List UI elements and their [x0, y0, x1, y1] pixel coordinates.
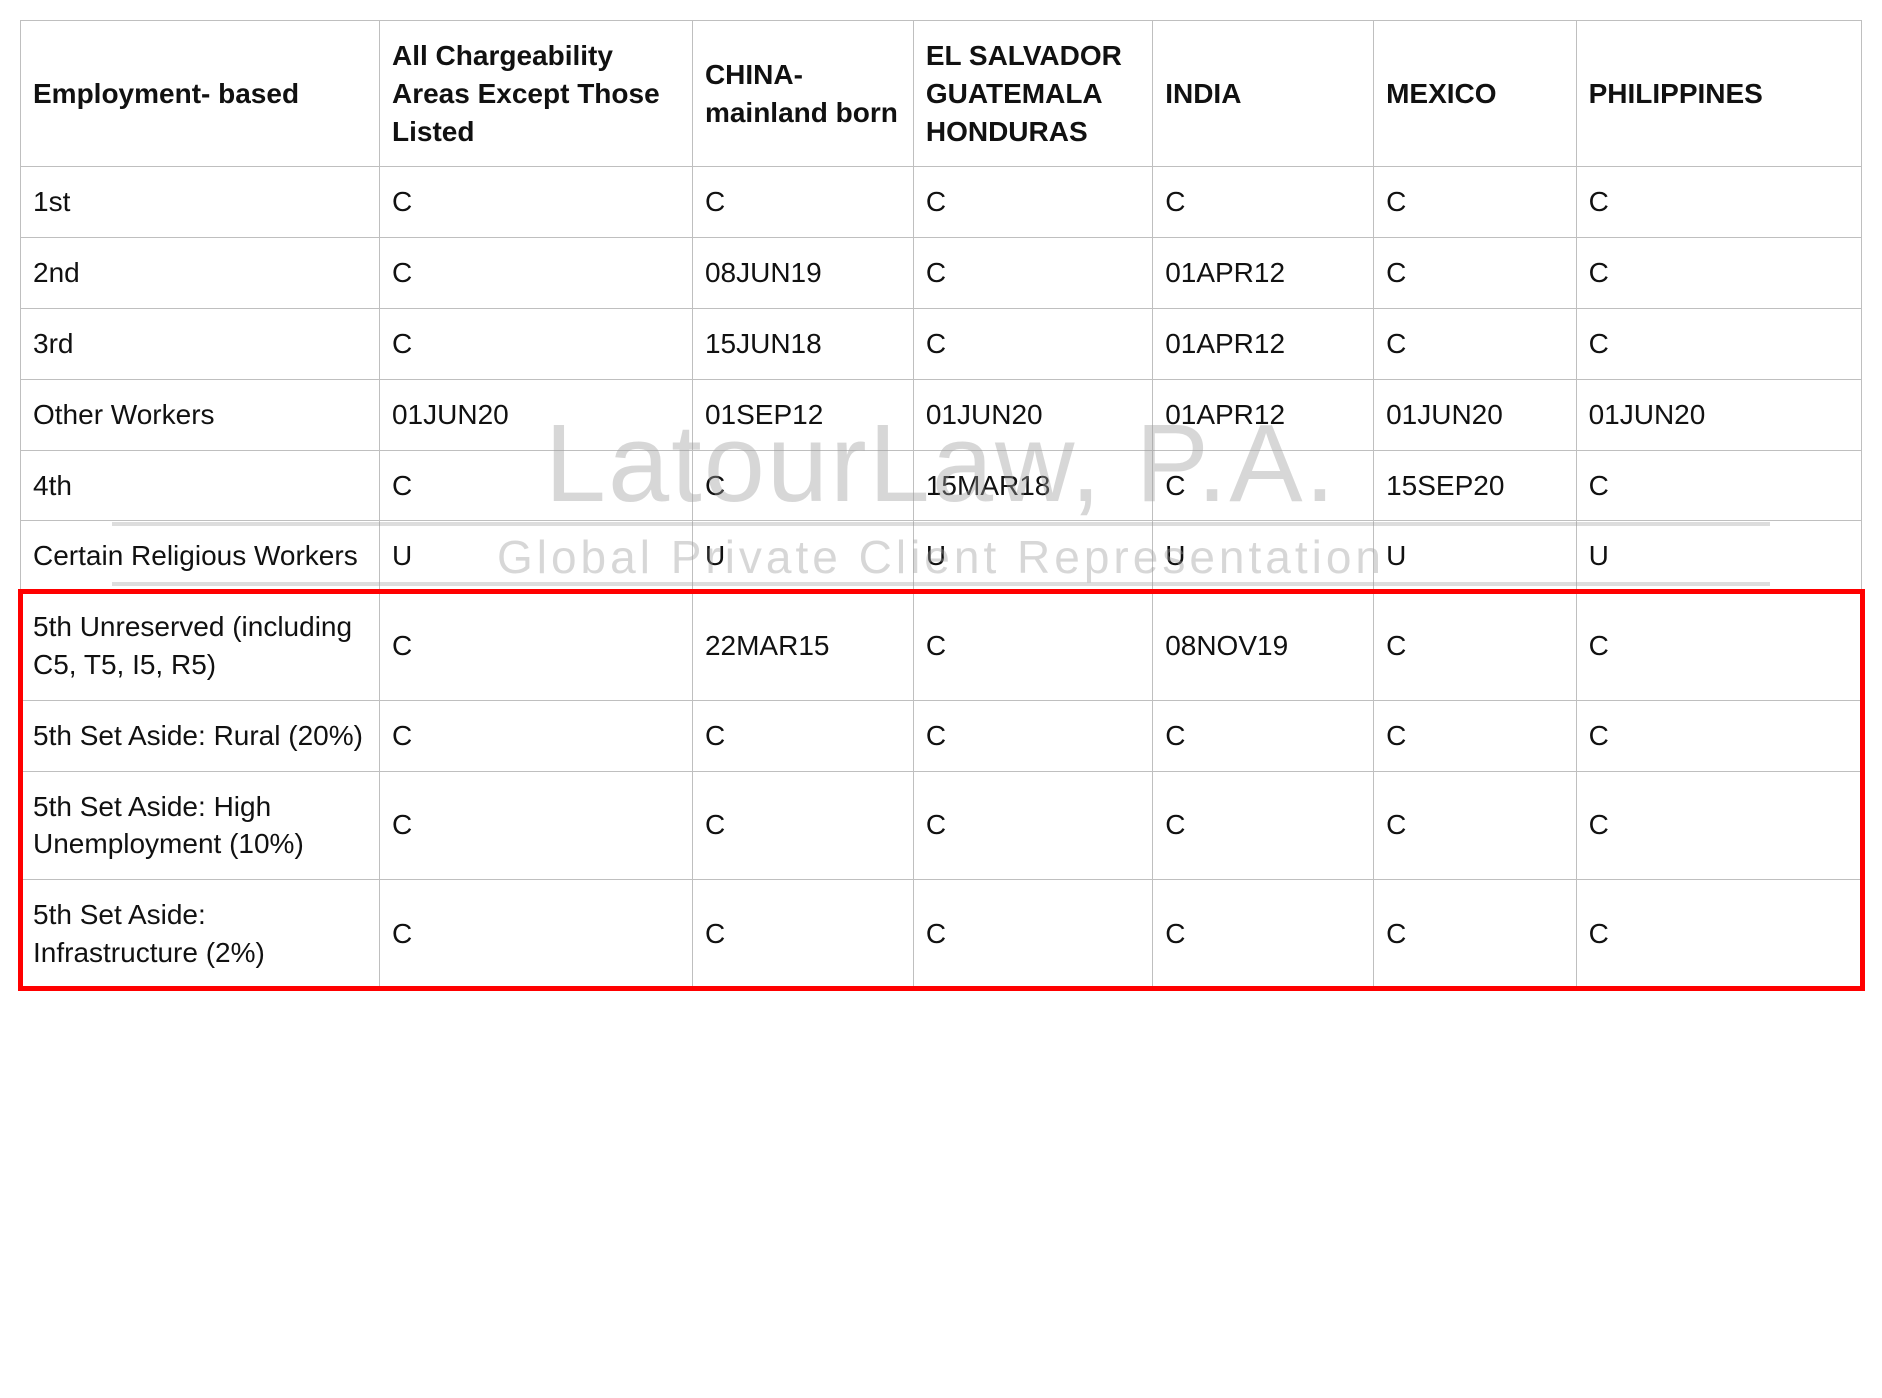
cell: 01JUN20 [913, 379, 1152, 450]
cell: U [1374, 521, 1577, 592]
cell: U [913, 521, 1152, 592]
cell: 15MAR18 [913, 450, 1152, 521]
visa-bulletin-table-wrap: Employment- based All Chargeability Area… [20, 20, 1862, 989]
cell: 08JUN19 [692, 238, 913, 309]
cell: C [1153, 450, 1374, 521]
row-label: Other Workers [21, 379, 380, 450]
col-header-mexico: MEXICO [1374, 21, 1577, 167]
cell: 15SEP20 [1374, 450, 1577, 521]
cell: C [1576, 167, 1861, 238]
cell: C [692, 450, 913, 521]
cell: C [379, 771, 692, 880]
table-row: 5th Unreserved (including C5, T5, I5, R5… [21, 592, 1862, 701]
col-header-philippines: PHILIPPINES [1576, 21, 1861, 167]
cell: 01APR12 [1153, 308, 1374, 379]
cell: C [913, 700, 1152, 771]
cell: C [692, 880, 913, 989]
cell: C [692, 700, 913, 771]
cell: 08NOV19 [1153, 592, 1374, 701]
cell: C [1374, 771, 1577, 880]
table-row: 3rdC15JUN18C01APR12CC [21, 308, 1862, 379]
cell: C [692, 167, 913, 238]
cell: C [1374, 308, 1577, 379]
cell: 22MAR15 [692, 592, 913, 701]
row-label: 2nd [21, 238, 380, 309]
table-row: Certain Religious WorkersUUUUUU [21, 521, 1862, 592]
row-label: Certain Religious Workers [21, 521, 380, 592]
cell: C [913, 771, 1152, 880]
cell: C [1576, 450, 1861, 521]
visa-bulletin-table: Employment- based All Chargeability Area… [20, 20, 1862, 989]
col-header-india: INDIA [1153, 21, 1374, 167]
row-label: 5th Set Aside: Infrastructure (2%) [21, 880, 380, 989]
col-header-category: Employment- based [21, 21, 380, 167]
cell: C [1374, 700, 1577, 771]
cell: 15JUN18 [692, 308, 913, 379]
cell: C [692, 771, 913, 880]
cell: C [1374, 880, 1577, 989]
cell: C [1374, 238, 1577, 309]
cell: C [1153, 700, 1374, 771]
cell: C [913, 167, 1152, 238]
cell: C [1153, 167, 1374, 238]
table-row: 5th Set Aside: High Unemployment (10%)CC… [21, 771, 1862, 880]
table-body: 1stCCCCCC2ndC08JUN19C01APR12CC3rdC15JUN1… [21, 167, 1862, 988]
col-header-china: CHINA-mainland born [692, 21, 913, 167]
cell: C [1576, 308, 1861, 379]
cell: C [1576, 592, 1861, 701]
row-label: 5th Set Aside: Rural (20%) [21, 700, 380, 771]
col-header-all-areas: All Chargeability Areas Except Those Lis… [379, 21, 692, 167]
row-label: 5th Unreserved (including C5, T5, I5, R5… [21, 592, 380, 701]
cell: 01JUN20 [379, 379, 692, 450]
cell: U [692, 521, 913, 592]
cell: C [1576, 700, 1861, 771]
cell: C [379, 238, 692, 309]
table-row: 5th Set Aside: Rural (20%)CCCCCC [21, 700, 1862, 771]
cell: U [1576, 521, 1861, 592]
cell: C [1153, 771, 1374, 880]
cell: C [1374, 167, 1577, 238]
row-label: 4th [21, 450, 380, 521]
row-label: 3rd [21, 308, 380, 379]
cell: C [1374, 592, 1577, 701]
cell: C [1153, 880, 1374, 989]
cell: 01APR12 [1153, 379, 1374, 450]
cell: U [379, 521, 692, 592]
cell: C [913, 880, 1152, 989]
cell: C [379, 450, 692, 521]
cell: 01JUN20 [1374, 379, 1577, 450]
cell: C [379, 592, 692, 701]
table-row: 1stCCCCCC [21, 167, 1862, 238]
row-label: 5th Set Aside: High Unemployment (10%) [21, 771, 380, 880]
table-row: 5th Set Aside: Infrastructure (2%)CCCCCC [21, 880, 1862, 989]
table-header-row: Employment- based All Chargeability Area… [21, 21, 1862, 167]
table-row: Other Workers01JUN2001SEP1201JUN2001APR1… [21, 379, 1862, 450]
cell: C [379, 308, 692, 379]
cell: 01SEP12 [692, 379, 913, 450]
cell: C [1576, 880, 1861, 989]
cell: C [913, 592, 1152, 701]
table-row: 4thCC15MAR18C15SEP20C [21, 450, 1862, 521]
cell: U [1153, 521, 1374, 592]
cell: C [913, 238, 1152, 309]
cell: 01JUN20 [1576, 379, 1861, 450]
cell: 01APR12 [1153, 238, 1374, 309]
cell: C [379, 700, 692, 771]
table-row: 2ndC08JUN19C01APR12CC [21, 238, 1862, 309]
cell: C [1576, 238, 1861, 309]
cell: C [1576, 771, 1861, 880]
col-header-elsalvador: EL SALVADOR GUATEMALA HONDURAS [913, 21, 1152, 167]
row-label: 1st [21, 167, 380, 238]
cell: C [379, 167, 692, 238]
cell: C [379, 880, 692, 989]
cell: C [913, 308, 1152, 379]
